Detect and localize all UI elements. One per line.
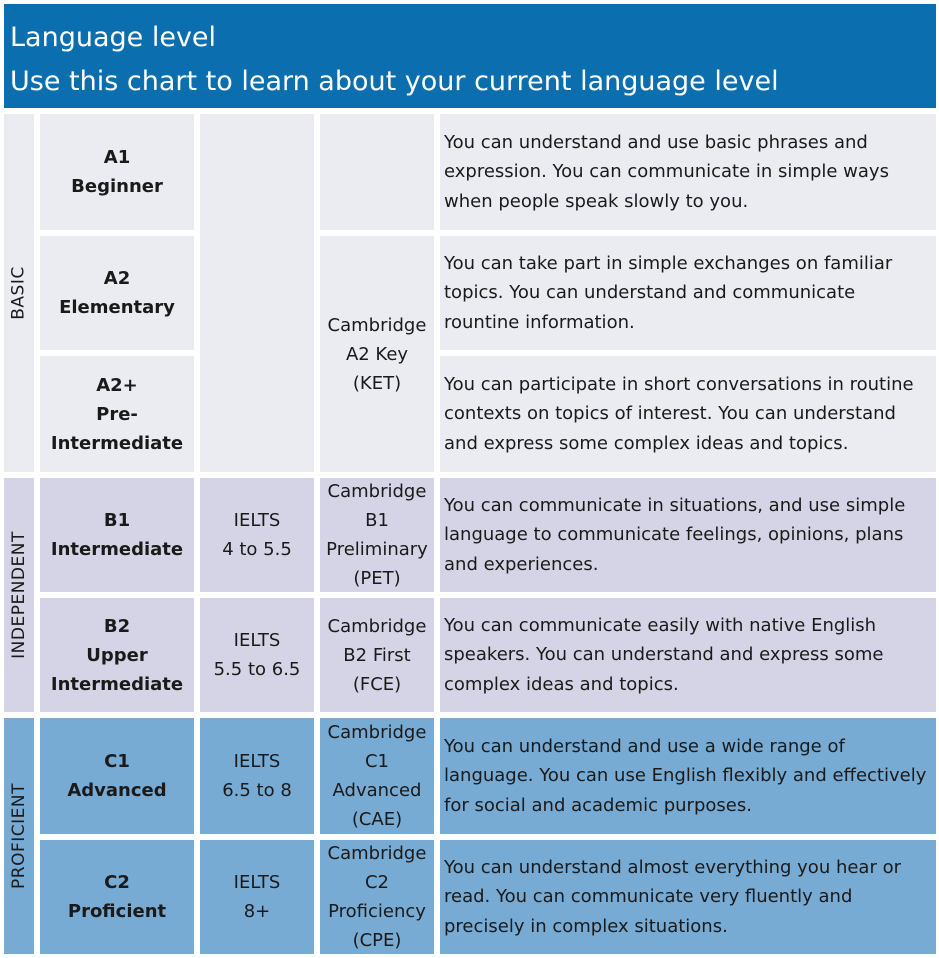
level-code: A1 [103,147,131,168]
chart-title: Language level [10,22,217,53]
cambridge-a1 [320,114,434,230]
cambridge-line: B2 First [343,644,411,666]
band-label-independent: INDEPENDENT [9,531,29,659]
description-text: You can communicate in situations, and u… [444,494,906,575]
cambridge-line: (CPE) [352,930,402,951]
level-code: A2 [103,268,131,289]
cambridge-b1: Cambridge B1 Preliminary (PET) [320,478,434,592]
cambridge-line: Advanced [332,780,422,801]
description-text: You can communicate easily with native E… [444,614,884,695]
ielts-line: 4 to 5.5 [222,539,292,560]
cambridge-line: B1 [365,510,389,531]
level-c1-description: You can understand and use a wide range … [440,718,936,834]
ielts-c2: IELTS 8+ [200,840,314,954]
level-a2-description: You can take part in simple exchanges on… [440,236,936,350]
ielts-line: 8+ [243,901,271,922]
cambridge-line: C1 [364,751,390,772]
level-a2-plus: A2+ Pre- Intermediate [40,356,194,472]
level-name: Intermediate [50,432,184,454]
description-text: You can understand and use basic phrases… [444,131,889,212]
band-basic: BASIC [4,114,34,472]
level-code: B1 [103,510,131,531]
level-code: B2 [103,615,131,637]
cambridge-b2: Cambridge B2 First (FCE) [320,598,434,712]
cambridge-line: Proficiency [328,901,426,922]
band-label-basic: BASIC [9,266,29,320]
chart-subtitle: Use this chart to learn about your curre… [10,66,779,97]
level-name: Pre- [96,403,138,425]
ielts-b1: IELTS 4 to 5.5 [200,478,314,592]
cambridge-line: Cambridge [327,843,427,864]
level-name: Intermediate [50,539,184,560]
ielts-line: IELTS [233,630,281,651]
level-name: Advanced [67,780,167,801]
cambridge-c2: Cambridge C2 Proficiency (CPE) [320,840,434,954]
level-b2-description: You can communicate easily with native E… [440,598,936,712]
cambridge-line: Cambridge [327,314,427,336]
level-code: C1 [104,751,130,772]
level-b1: B1 Intermediate [40,478,194,592]
level-a1: A1 Beginner [40,114,194,230]
level-code: A2+ [96,374,138,396]
cambridge-line: (FCE) [352,673,402,695]
ielts-line: 6.5 to 8 [222,780,292,801]
description-text: You can participate in short conversatio… [444,373,914,454]
cambridge-line: (KET) [352,372,402,394]
cambridge-line: Preliminary [326,539,428,560]
level-a2: A2 Elementary [40,236,194,350]
cambridge-line: A2 Key [345,343,409,365]
ielts-line: IELTS [233,510,281,531]
ielts-c1: IELTS 6.5 to 8 [200,718,314,834]
band-independent: INDEPENDENT [4,478,34,712]
ielts-b2: IELTS 5.5 to 6.5 [200,598,314,712]
cambridge-a2-key: Cambridge A2 Key (KET) [320,236,434,472]
cambridge-line: Cambridge [327,722,427,743]
ielts-line: 5.5 to 6.5 [213,659,301,680]
level-c2: C2 Proficient [40,840,194,954]
level-name: Upper [86,644,148,666]
level-b2: B2 Upper Intermediate [40,598,194,712]
description-text: You can understand and use a wide range … [444,735,927,816]
ielts-line: IELTS [233,751,281,772]
ielts-basic [200,114,314,472]
level-code: C2 [104,872,130,893]
chart-header: Language level Use this chart to learn a… [4,4,936,108]
ielts-line: IELTS [233,872,281,893]
cambridge-line: (PET) [353,568,401,589]
level-b1-description: You can communicate in situations, and u… [440,478,936,592]
cambridge-line: (CAE) [351,809,403,830]
description-text: You can take part in simple exchanges on… [444,252,893,333]
level-name: Proficient [67,901,167,922]
level-c2-description: You can understand almost everything you… [440,840,936,954]
cambridge-line: Cambridge [327,615,427,637]
band-label-proficient: PROFICIENT [9,783,29,889]
band-proficient: PROFICIENT [4,718,34,954]
cambridge-c1: Cambridge C1 Advanced (CAE) [320,718,434,834]
level-name: Intermediate [50,673,184,695]
level-name: Elementary [59,297,175,318]
cambridge-line: Cambridge [327,481,427,502]
level-name: Beginner [71,176,163,197]
description-text: You can understand almost everything you… [444,856,901,937]
cambridge-line: C2 [364,872,390,893]
level-a2-plus-description: You can participate in short conversatio… [440,356,936,472]
level-a1-description: You can understand and use basic phrases… [440,114,936,230]
level-c1: C1 Advanced [40,718,194,834]
